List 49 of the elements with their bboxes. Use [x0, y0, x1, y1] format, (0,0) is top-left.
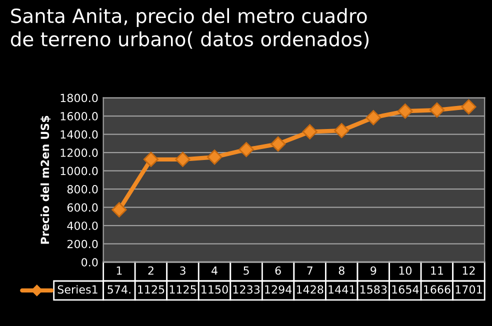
- point: [302, 124, 318, 140]
- x-tick-label: 2: [148, 266, 154, 275]
- point: [334, 123, 350, 138]
- data-label: 1150: [202, 285, 228, 294]
- point: [461, 99, 476, 114]
- point: [175, 152, 190, 167]
- x-tick-label: 5: [244, 266, 249, 275]
- data-label: 1233: [233, 285, 260, 294]
- legend-label: Series1: [58, 285, 98, 294]
- y-tick-label: 800.0: [67, 185, 98, 194]
- y-tick-label: 1400.0: [60, 130, 98, 139]
- x-tick-label: 4: [212, 266, 218, 275]
- data-label: 1654: [392, 285, 419, 294]
- x-tick-label: 8: [338, 266, 344, 275]
- point: [429, 102, 445, 118]
- point: [112, 202, 127, 218]
- y-tick-label: 600.0: [67, 203, 98, 212]
- data-label: 1441: [328, 285, 355, 294]
- y-axis-title: Precio del m2en US$: [40, 116, 51, 244]
- x-tick-label: 7: [307, 266, 312, 275]
- y-tick-label: 0.0: [82, 258, 98, 266]
- data-label: 1294: [265, 285, 292, 294]
- chart-title: Santa Anita, precio del metro cuadro de terreno urbano( datos ordenados): [10, 8, 369, 49]
- x-tick-label: 10: [399, 266, 412, 275]
- point: [270, 136, 286, 152]
- y-tick-label: 400.0: [67, 222, 98, 230]
- data-label: 1583: [360, 285, 387, 294]
- y-tick-label: 1000.0: [60, 166, 98, 176]
- data-label: 1666: [424, 285, 450, 294]
- data-label: 574.: [108, 285, 130, 294]
- x-tick-label: 11: [431, 266, 443, 275]
- y-tick-label: 1800.0: [60, 94, 98, 102]
- x-tick-label: 12: [462, 266, 475, 275]
- x-tick-label: 1: [116, 266, 122, 275]
- point: [238, 142, 254, 158]
- x-tick-label: 9: [370, 266, 376, 275]
- y-tick-label: 200.0: [67, 240, 98, 248]
- data-label: 1125: [138, 285, 164, 294]
- y-tick-label: 1200.0: [60, 148, 98, 157]
- x-tick-label: 6: [275, 266, 281, 275]
- data-label: 1701: [456, 285, 482, 294]
- x-tick-label: 3: [180, 266, 186, 275]
- point: [206, 150, 222, 165]
- data-label: 1428: [296, 285, 324, 294]
- point: [366, 110, 381, 126]
- point: [143, 152, 159, 167]
- y-tick-label: 1600.0: [60, 112, 98, 120]
- data-label: 1125: [170, 285, 196, 294]
- point: [398, 104, 413, 119]
